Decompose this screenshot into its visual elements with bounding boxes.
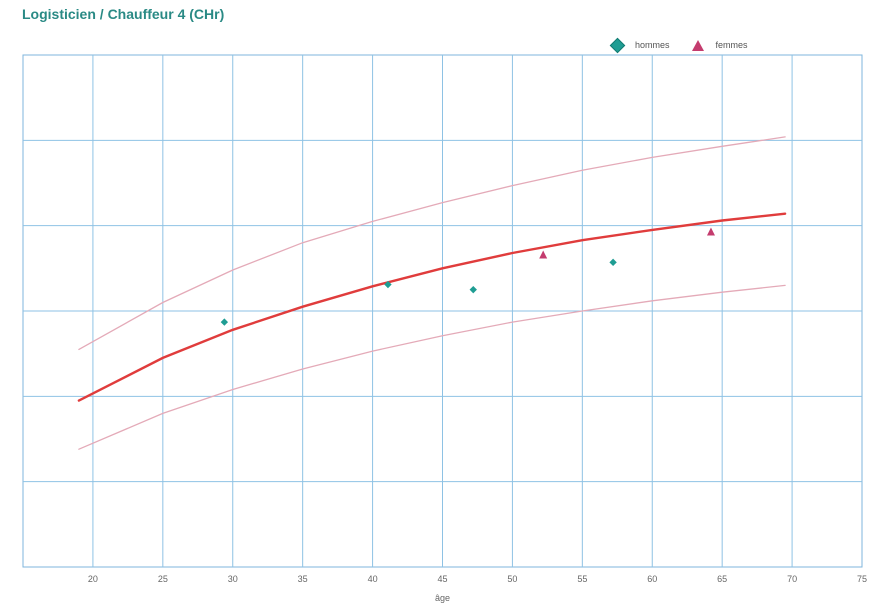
x-tick-label: 75 <box>857 574 867 584</box>
x-tick-label: 25 <box>158 574 168 584</box>
chart-title: Logisticien / Chauffeur 4 (CHr) <box>22 6 225 22</box>
legend-label-femmes: femmes <box>715 40 748 50</box>
data-point-hommes <box>609 258 617 267</box>
x-tick-label: 60 <box>647 574 657 584</box>
x-tick-label: 40 <box>368 574 378 584</box>
x-tick-label: 55 <box>577 574 587 584</box>
x-tick-label: 50 <box>507 574 517 584</box>
x-tick-label: 30 <box>228 574 238 584</box>
legend-label-hommes: hommes <box>635 40 670 50</box>
x-tick-label: 45 <box>437 574 447 584</box>
x-tick-label: 70 <box>787 574 797 584</box>
x-tick-label: 20 <box>88 574 98 584</box>
lower-band-curve <box>78 284 786 450</box>
x-tick-label: 35 <box>298 574 308 584</box>
mean-curve <box>77 212 787 402</box>
triangle-marker-icon <box>691 39 704 51</box>
data-point-hommes <box>384 280 392 289</box>
x-axis-label: âge <box>435 593 450 603</box>
data-point-femmes <box>706 227 715 236</box>
chart-legend: hommes femmes <box>609 36 770 54</box>
data-point-femmes <box>539 250 548 259</box>
legend-item-femmes: femmes <box>691 39 748 51</box>
data-point-hommes <box>469 285 477 294</box>
legend-item-hommes: hommes <box>609 37 670 53</box>
x-tick-label: 65 <box>717 574 727 584</box>
upper-band-curve <box>78 136 786 351</box>
